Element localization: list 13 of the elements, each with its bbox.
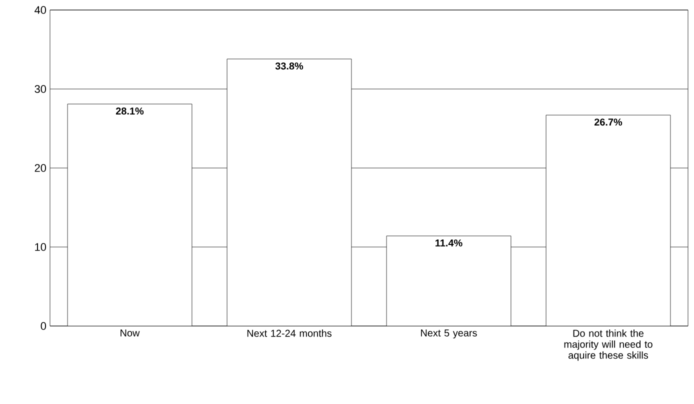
y-tick-label: 20 xyxy=(34,164,46,172)
data-label: 11.4% xyxy=(436,239,462,246)
y-tick-label: 40 xyxy=(34,6,46,14)
data-label: 26.7% xyxy=(594,118,622,126)
x-tick-label: Next 12-24 months xyxy=(247,330,332,337)
x-tick-label: Next 5 years xyxy=(421,330,477,338)
y-tick-label: 0 xyxy=(40,322,46,330)
y-tick-label: 30 xyxy=(34,85,46,93)
x-tick-label: Do not think the majority will need to aquire these skills xyxy=(564,330,652,361)
x-tick-label: Now xyxy=(120,330,140,336)
y-tick-label: 10 xyxy=(35,243,46,251)
data-label: 33.8% xyxy=(275,62,304,70)
data-label: 28.1% xyxy=(116,108,144,115)
